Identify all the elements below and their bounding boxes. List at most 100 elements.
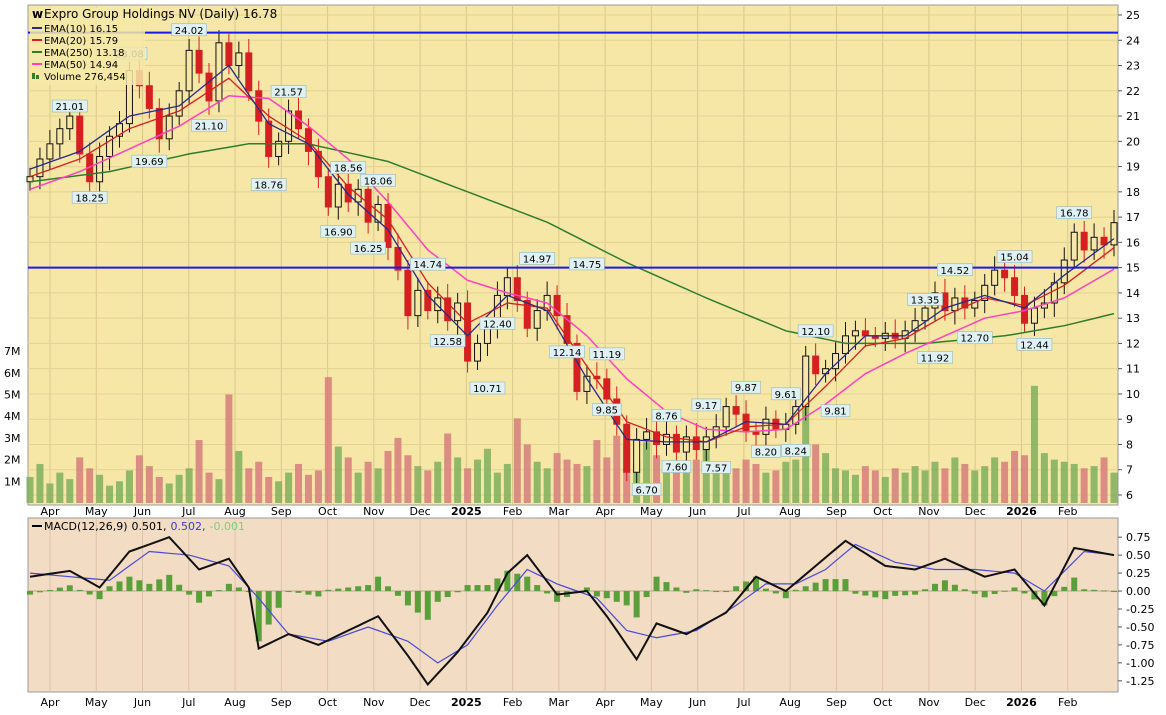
volume-bar: [921, 470, 929, 503]
volume-bar: [573, 463, 581, 503]
candle-body: [444, 297, 452, 322]
volume-bar: [961, 463, 969, 503]
candle-body: [464, 302, 472, 362]
candle-body: [384, 203, 392, 248]
candle-body: [702, 436, 710, 451]
annotation-box: [479, 317, 516, 330]
volume-bar: [235, 450, 243, 503]
macd-histogram-bar: [96, 591, 103, 600]
volume-bar: [812, 444, 820, 503]
volume-bar: [722, 461, 730, 503]
macd-histogram-bar: [643, 591, 650, 598]
macd-histogram-bar: [225, 583, 232, 592]
price-tick-label: 18: [1126, 186, 1140, 199]
macd-histogram-bar: [434, 591, 441, 602]
month-label: Apr: [40, 505, 60, 518]
volume-bar: [1050, 459, 1058, 503]
macd-month-label: Oct: [873, 696, 893, 709]
volume-bar: [96, 474, 104, 503]
annotation-label: 9.81: [824, 407, 846, 418]
annotation-box: [51, 99, 88, 113]
volume-bar: [941, 468, 949, 503]
macd-histogram-bar: [613, 591, 620, 602]
volume-bar: [792, 459, 800, 503]
annotation-box: [429, 334, 466, 348]
candle-body: [1110, 222, 1118, 246]
macd-histogram-bar: [1051, 591, 1058, 597]
volume-tick-label: 1M: [4, 475, 21, 488]
candle-body: [424, 289, 432, 312]
macd-histogram-bar: [991, 591, 998, 595]
macd-histogram-bar: [27, 591, 33, 595]
volume-bar: [36, 463, 44, 503]
candle-body: [285, 110, 293, 142]
volume-bar: [871, 470, 879, 503]
volume-bar: [861, 466, 869, 503]
volume-bar: [394, 437, 402, 503]
macd-histogram-bar: [454, 591, 461, 593]
volume-bar: [682, 470, 690, 503]
annotation-label: 9.85: [596, 406, 618, 417]
macd-histogram-bar: [46, 589, 53, 592]
annotation-box: [751, 445, 781, 458]
annotation-box: [131, 154, 168, 168]
macd-histogram-bar: [265, 591, 272, 625]
volume-tick-label: 4M: [4, 410, 21, 423]
candle-body: [533, 310, 541, 329]
macd-histogram-bar: [583, 587, 590, 592]
macd-month-label: Feb: [503, 696, 522, 709]
volume-bar: [245, 468, 253, 503]
month-label: Oct: [318, 505, 338, 518]
annotation-box: [519, 252, 555, 265]
macd-histogram-bar: [444, 591, 451, 598]
annotation-label: 12.10: [801, 327, 830, 338]
volume-bar: [364, 461, 372, 503]
volume-bar: [1030, 385, 1038, 503]
macd-histogram-bar: [255, 591, 262, 642]
volume-bar: [662, 468, 670, 503]
candle-body: [662, 433, 670, 445]
candle-body: [434, 297, 442, 312]
macd-histogram-bar: [235, 587, 242, 592]
annotation-label: 14.97: [523, 254, 552, 265]
macd-histogram-bar: [106, 586, 113, 592]
macd-month-label: Dec: [409, 696, 430, 709]
volume-bar: [991, 457, 999, 503]
candle-body: [762, 418, 770, 435]
annotation-box: [171, 23, 207, 37]
annotation-label: 8.24: [785, 446, 807, 457]
volume-bar: [444, 433, 452, 503]
macd-histogram-bar: [116, 581, 123, 592]
annotation-box: [360, 174, 396, 187]
macd-histogram-bar: [802, 586, 809, 592]
candle-body: [394, 246, 402, 271]
candle-body: [553, 294, 561, 317]
candle-body: [1100, 236, 1108, 246]
annotation-box: [917, 351, 953, 364]
volume-bar: [474, 459, 482, 503]
macd-label-main: MACD(12,26,9): [44, 520, 128, 533]
volume-bar: [314, 470, 322, 503]
annotation-box: [631, 483, 662, 496]
candle-body: [513, 277, 521, 301]
volume-bar: [891, 468, 899, 503]
annotation-box: [409, 257, 446, 271]
annotation-label: 12.44: [1020, 340, 1049, 351]
macd-histogram-bar: [981, 591, 988, 598]
annotation-box: [250, 178, 287, 191]
chart-title: Expro Group Holdings NV (Daily) 16.78: [44, 7, 277, 21]
volume-bar: [712, 466, 720, 503]
annotation-box: [820, 404, 851, 418]
price-tick-label: 11: [1126, 363, 1140, 376]
macd-month-label: Dec: [965, 696, 986, 709]
price-tick-label: 19: [1126, 161, 1140, 174]
macd-histogram-bar: [325, 589, 332, 592]
volume-bar: [215, 479, 223, 503]
macd-tick-label: 0.25: [1126, 567, 1151, 580]
macd-histogram-bar: [375, 576, 382, 592]
macd-month-label: 2026: [1006, 696, 1037, 709]
price-tick-label: 6: [1126, 489, 1133, 502]
macd-histogram-bar: [703, 590, 710, 592]
annotation-box: [651, 408, 682, 422]
